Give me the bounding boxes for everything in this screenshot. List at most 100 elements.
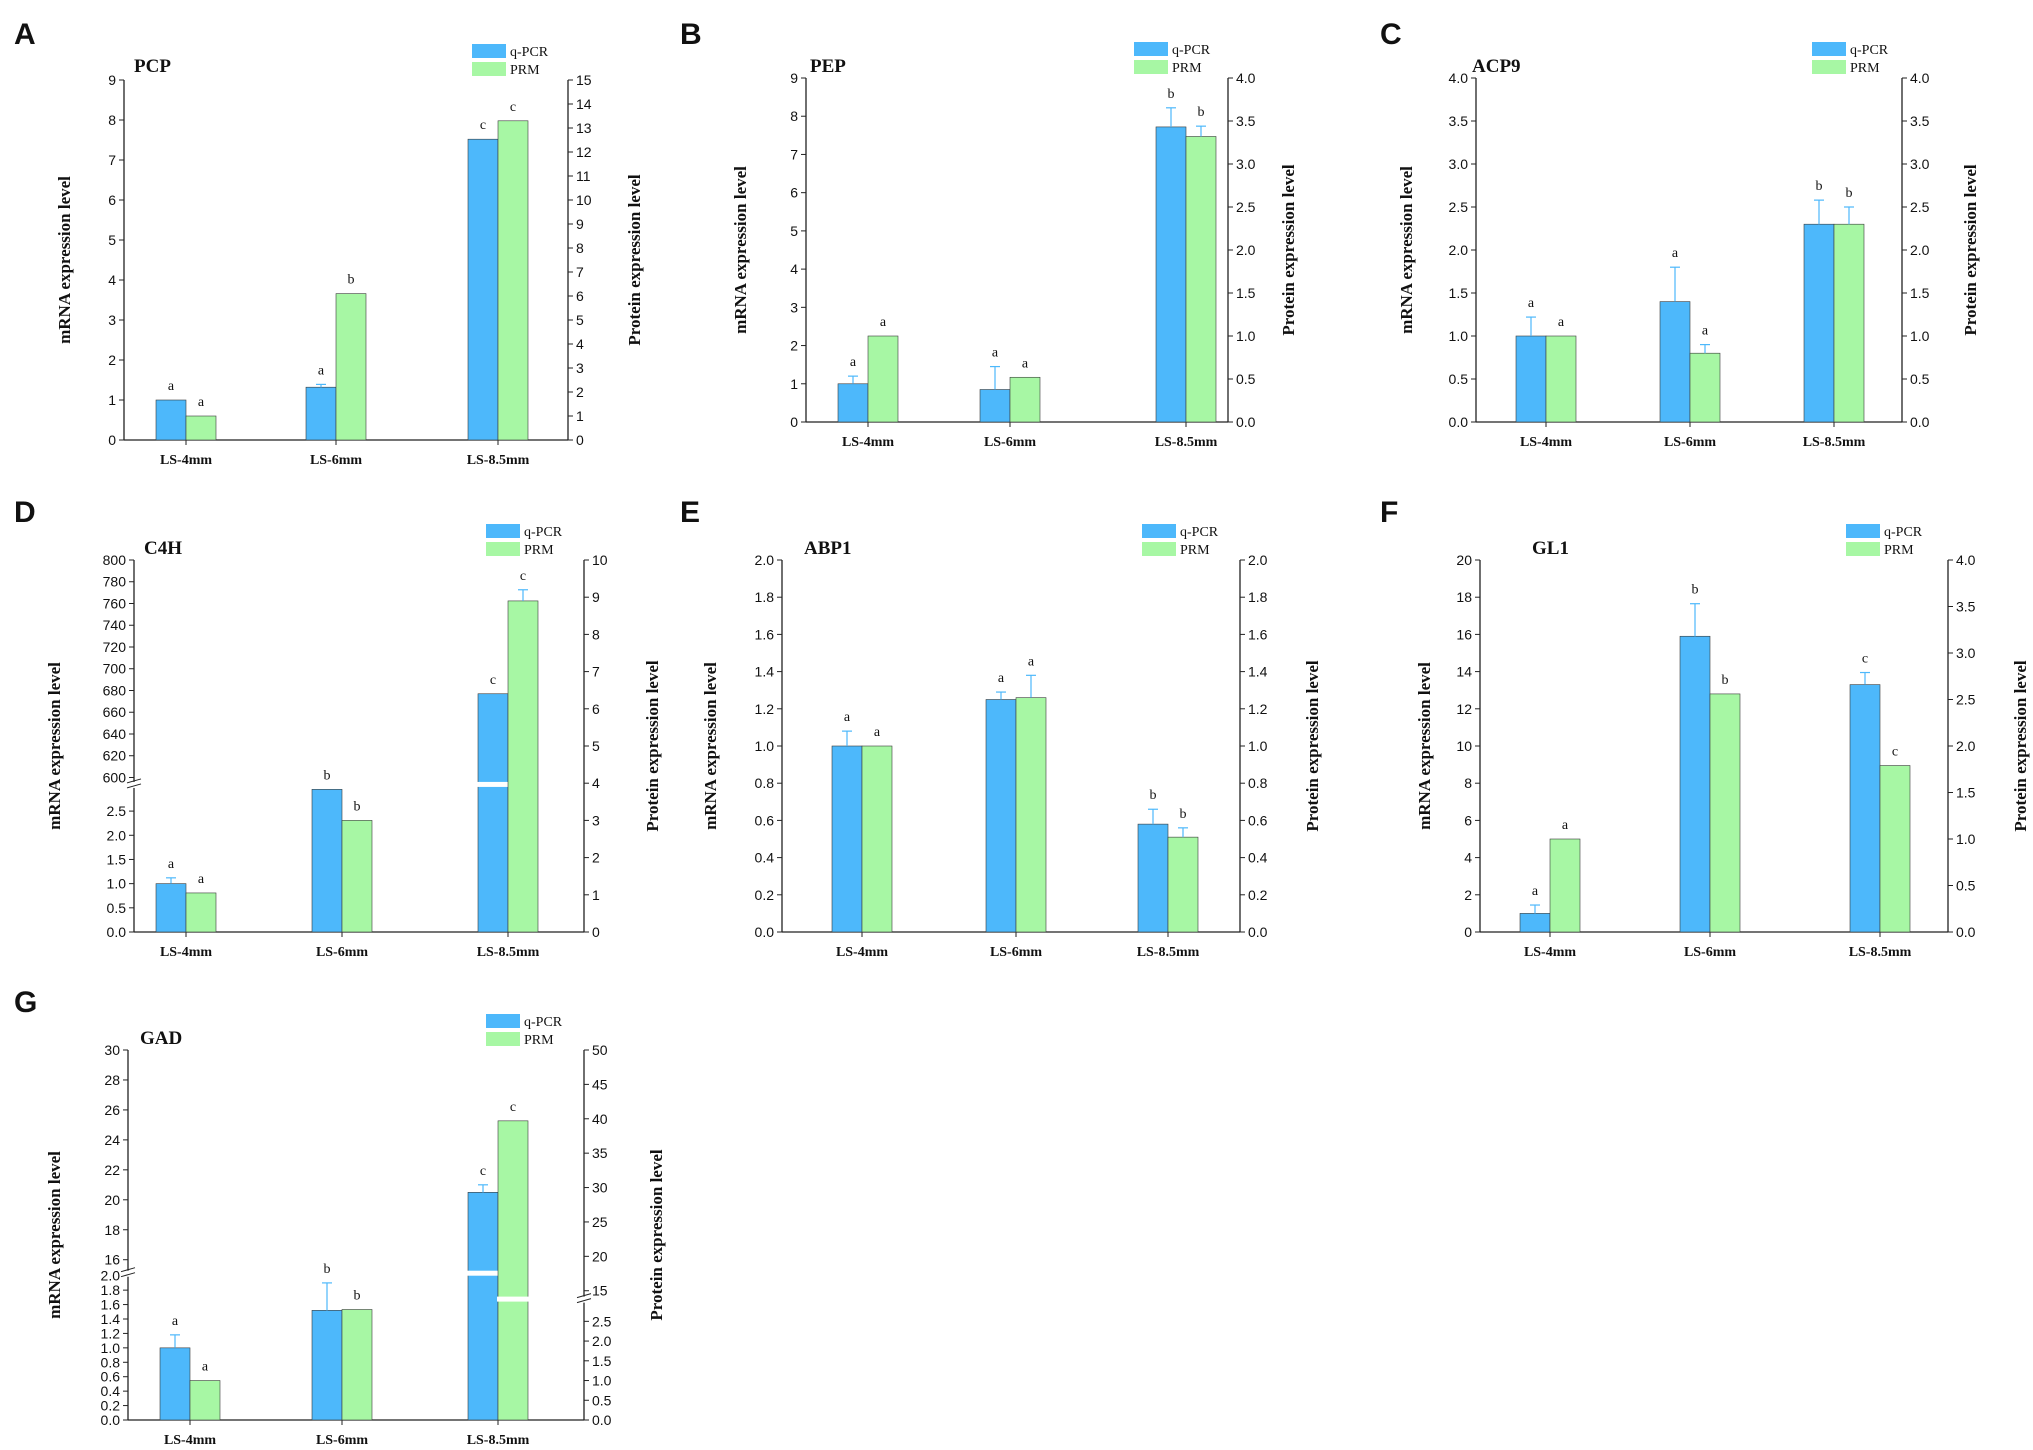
chart-title: ABP1 (804, 538, 852, 559)
legend-swatch-prm (1846, 542, 1880, 556)
left-tick-label: 0 (790, 414, 798, 430)
right-tick-label: 9 (592, 589, 600, 605)
x-tick-label: LS-8.5mm (1137, 945, 1200, 960)
right-tick-label: 1.8 (1248, 589, 1268, 605)
right-tick-label: 4 (576, 336, 584, 352)
right-tick-label: 6 (592, 701, 600, 717)
significance-label: b (1722, 673, 1729, 688)
x-tick-label: LS-6mm (310, 453, 362, 468)
qpcr-bar (1803, 223, 1835, 423)
prm-bar (189, 1380, 221, 1421)
right-tick-label: 8 (576, 240, 584, 256)
qpcr-bar (1679, 635, 1711, 933)
right-tick-label: 15 (576, 72, 592, 88)
left-tick-label: 1.6 (755, 626, 775, 642)
left-tick-label: 22 (104, 1162, 120, 1178)
bar-break-gap (477, 781, 509, 787)
right-tick-label: 1.2 (1248, 701, 1268, 717)
left-tick-label: 2.0 (101, 1268, 121, 1284)
left-tick-label: 20 (104, 1192, 120, 1208)
chart-panel-g: GGAD0.00.20.40.60.81.01.21.41.61.82.0161… (14, 986, 666, 1448)
left-tick-label: 640 (103, 726, 127, 742)
axis-break-mark (126, 778, 142, 784)
left-tick-label: 4 (108, 272, 116, 288)
significance-label: b (1692, 583, 1699, 598)
right-tick-label: 2 (592, 850, 600, 866)
right-tick-label: 3.5 (1910, 113, 1930, 129)
significance-label: a (992, 346, 999, 361)
right-tick-label: 2.0 (592, 1333, 612, 1349)
right-tick-label: 7 (576, 264, 584, 280)
left-tick-label: 0.2 (755, 887, 775, 903)
legend-label-qpcr: q-PCR (1180, 525, 1219, 540)
right-tick-label: 1.0 (592, 1373, 612, 1389)
right-tick-label: 45 (592, 1076, 608, 1092)
right-tick-label: 50 (592, 1042, 608, 1058)
legend-swatch-prm (486, 542, 520, 556)
left-tick-label: 7 (108, 152, 116, 168)
significance-label: a (1562, 818, 1569, 833)
right-tick-label: 13 (576, 120, 592, 136)
significance-label: a (1558, 315, 1565, 330)
legend-label-prm: PRM (510, 63, 540, 78)
x-tick-label: LS-4mm (836, 945, 888, 960)
left-tick-label: 8 (790, 108, 798, 124)
qpcr-bar (1155, 126, 1187, 423)
significance-label: c (1862, 652, 1868, 667)
right-tick-label: 25 (592, 1214, 608, 1230)
prm-bar (341, 820, 373, 933)
x-tick-label: LS-8.5mm (467, 453, 530, 468)
left-tick-label: 780 (103, 574, 127, 590)
right-tick-label: 11 (576, 168, 591, 184)
right-tick-label: 5 (576, 312, 584, 328)
right-tick-label: 2.0 (1236, 242, 1256, 258)
prm-bar (861, 745, 893, 933)
left-tick-label: 0.0 (101, 1412, 121, 1428)
right-tick-label: 1.0 (1248, 738, 1268, 754)
significance-label: b (354, 799, 361, 814)
left-tick-label: 18 (1456, 589, 1472, 605)
left-tick-label: 8 (1464, 775, 1472, 791)
left-tick-label: 2.0 (1449, 242, 1469, 258)
prm-bar (1545, 335, 1577, 423)
prm-bar (497, 120, 529, 441)
legend-label-qpcr: q-PCR (524, 525, 563, 540)
left-tick-label: 5 (108, 232, 116, 248)
legend-label-prm: PRM (524, 543, 554, 558)
left-tick-label: 4 (1464, 850, 1472, 866)
right-tick-label: 20 (592, 1248, 608, 1264)
significance-label: a (1532, 884, 1539, 899)
prm-bar (867, 335, 899, 423)
prm-bar (1167, 836, 1199, 933)
left-tick-label: 2.0 (755, 552, 775, 568)
x-tick-label: LS-6mm (1684, 945, 1736, 960)
significance-label: b (1150, 788, 1157, 803)
right-tick-label: 1.0 (1910, 328, 1930, 344)
right-tick-label: 1.0 (1956, 831, 1976, 847)
left-tick-label: 9 (790, 70, 798, 86)
right-tick-label: 2 (576, 384, 584, 400)
significance-label: c (520, 569, 526, 584)
left-tick-label: 3.0 (1449, 156, 1469, 172)
right-tick-label: 6 (576, 288, 584, 304)
right-tick-label: 4.0 (1956, 552, 1976, 568)
y2-axis-title: Protein expression level (2011, 660, 2030, 832)
significance-label: a (1672, 246, 1679, 261)
left-tick-label: 1.8 (101, 1282, 121, 1298)
left-tick-label: 2 (790, 338, 798, 354)
y2-axis-title: Protein expression level (647, 1149, 666, 1321)
legend-label-prm: PRM (524, 1033, 554, 1048)
significance-label: a (1702, 324, 1709, 339)
left-tick-label: 18 (104, 1222, 120, 1238)
y-axis-title: mRNA expression level (45, 662, 64, 830)
right-tick-label: 2.0 (1956, 738, 1976, 754)
right-tick-label: 3 (576, 360, 584, 376)
x-tick-label: LS-4mm (842, 435, 894, 450)
left-tick-label: 6 (1464, 812, 1472, 828)
qpcr-bar (1519, 913, 1551, 933)
x-tick-label: LS-4mm (160, 945, 212, 960)
x-tick-label: LS-8.5mm (477, 945, 540, 960)
right-tick-label: 35 (592, 1145, 608, 1161)
right-tick-label: 2.0 (1248, 552, 1268, 568)
x-tick-label: LS-4mm (164, 1433, 216, 1448)
